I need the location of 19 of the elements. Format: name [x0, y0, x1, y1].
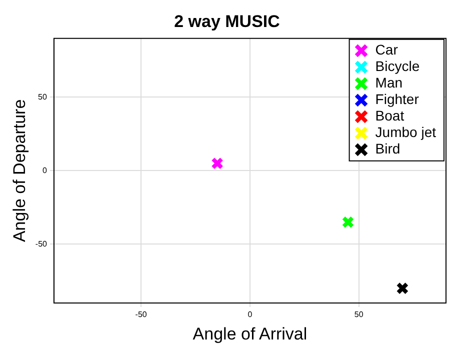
point: [342, 216, 354, 228]
legend-label: Bird: [375, 140, 400, 157]
legend-label: Fighter: [375, 91, 420, 108]
y-tick-label: 0: [42, 166, 48, 175]
chart-title: 2 way MUSIC: [174, 12, 280, 31]
point: [211, 157, 224, 170]
y-tick-label: -50: [35, 239, 48, 248]
legend-label: Man: [375, 74, 403, 91]
x-tick-label: 0: [248, 310, 253, 320]
legend-label: Jumbo jet: [375, 124, 436, 140]
legend-label: Bicycle: [375, 58, 420, 74]
y-tick-label: 50: [38, 92, 48, 102]
x-tick-label: 50: [354, 310, 364, 320]
point: [396, 282, 409, 295]
x-axis-title: Angle of Arrival: [192, 324, 308, 344]
legend-label: Boat: [375, 108, 404, 124]
x-tick-label: -50: [135, 310, 148, 320]
y-axis-title: Angle of Departure: [10, 99, 29, 242]
legend-label: Car: [375, 42, 398, 58]
